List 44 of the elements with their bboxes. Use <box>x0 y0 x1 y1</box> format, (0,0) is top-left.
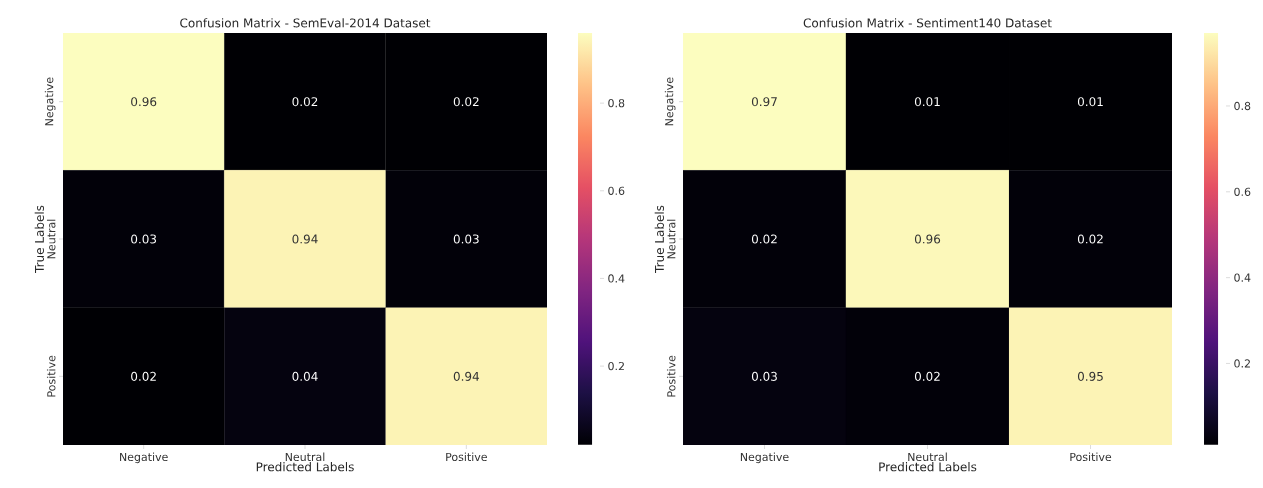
chart-title: Confusion Matrix - SemEval-2014 Dataset <box>180 18 431 28</box>
color-bar-label: 0.6 <box>608 186 625 195</box>
x-axis-title: Predicted Labels <box>879 462 977 472</box>
color-bar-label: 0.2 <box>1234 359 1250 368</box>
data-label: 0.01 <box>1077 97 1103 107</box>
data-label: 0.04 <box>292 371 318 381</box>
data-label: 0.03 <box>453 234 479 244</box>
data-label: 0.96 <box>131 97 157 107</box>
color-bar-label: 0.2 <box>608 361 624 371</box>
data-label: 0.02 <box>453 97 479 107</box>
data-label: 0.02 <box>1077 234 1103 244</box>
x-tick-label: Negative <box>120 452 168 464</box>
y-tick-label: Negative <box>44 77 56 126</box>
x-tick-label: Positive <box>446 452 487 462</box>
color-bar-label: 0.4 <box>1234 273 1251 282</box>
data-label: 0.95 <box>1077 371 1103 381</box>
y-tick-label: Negative <box>664 77 676 126</box>
data-label: 0.97 <box>751 97 777 107</box>
data-label: 0.94 <box>453 371 480 381</box>
color-bar-label: 0.8 <box>608 98 625 108</box>
y-tick-label: Neutral <box>666 219 676 259</box>
data-label: 0.02 <box>131 371 156 381</box>
y-axis-title: True Labels <box>34 205 44 273</box>
x-tick-label: Neutral <box>908 452 947 462</box>
data-label: 0.02 <box>292 97 318 107</box>
y-tick-label: Neutral <box>46 219 56 259</box>
color-bar-label: 0.4 <box>608 274 625 283</box>
data-label: 0.03 <box>131 234 157 244</box>
color-bar-label: 0.6 <box>1234 187 1251 196</box>
data-label: 0.01 <box>914 97 940 107</box>
data-label: 0.94 <box>292 234 318 244</box>
x-tick-label: Neutral <box>285 452 325 462</box>
x-tick-label: Negative <box>740 452 789 464</box>
x-axis-title: Predicted Labels <box>256 462 354 472</box>
chart-title: Confusion Matrix - Sentiment140 Dataset <box>803 18 1052 28</box>
color-bar-label: 0.8 <box>1234 101 1251 111</box>
y-tick-label: Positive <box>666 355 676 397</box>
data-label: 0.96 <box>914 234 941 244</box>
y-axis-title: True Labels <box>654 205 664 273</box>
data-label: 0.02 <box>751 234 777 244</box>
x-tick-label: Positive <box>1070 452 1112 462</box>
data-label: 0.02 <box>914 371 940 381</box>
data-label: 0.03 <box>751 371 777 381</box>
y-tick-label: Positive <box>46 355 56 397</box>
